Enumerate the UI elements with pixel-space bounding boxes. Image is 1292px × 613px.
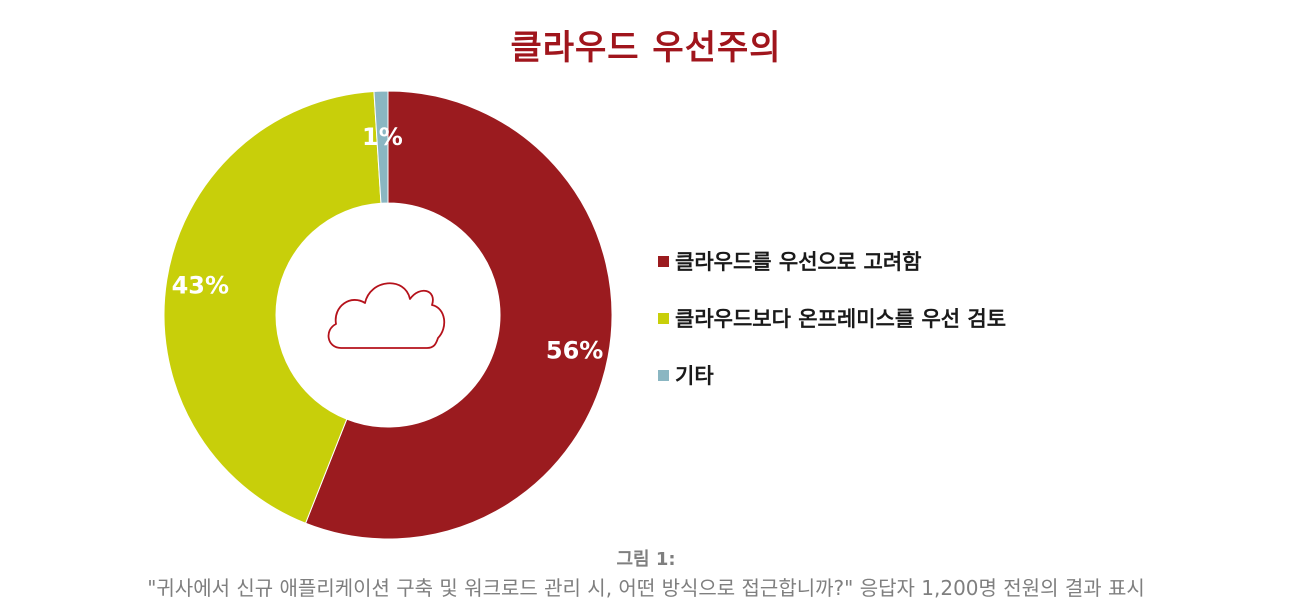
slice-label-other: 1%: [362, 123, 403, 151]
legend-item-cloud-first: 클라우드를 우선으로 고려함: [658, 244, 1006, 278]
legend-label: 클라우드보다 온프레미스를 우선 검토: [675, 307, 1007, 331]
legend-swatch: [658, 312, 669, 324]
chart-title: 클라우드 우선주의: [510, 28, 782, 68]
slice-cloud-first: [304, 90, 613, 540]
slice-other: [373, 90, 389, 204]
legend-item-other: 기타: [658, 358, 1006, 392]
donut-slices: [163, 90, 613, 540]
cloud-icon: [327, 282, 446, 349]
donut-value-labels: 56% 43% 1%: [172, 123, 604, 365]
legend-swatch: [658, 369, 669, 381]
slice-label-on-premise-first: 43%: [172, 271, 229, 299]
slice-on-premise-first: [163, 90, 382, 524]
legend-swatch: [658, 255, 669, 267]
legend-label: 기타: [675, 364, 714, 388]
chart-legend: 클라우드를 우선으로 고려함 클라우드보다 온프레미스를 우선 검토 기타: [658, 244, 1006, 415]
legend-item-on-premise-first: 클라우드보다 온프레미스를 우선 검토: [658, 301, 1006, 335]
figure-caption-title: 그림 1:: [616, 549, 676, 570]
slice-label-cloud-first: 56%: [546, 337, 603, 365]
legend-label: 클라우드를 우선으로 고려함: [675, 250, 922, 274]
figure-caption-text: "귀사에서 신규 애플리케이션 구축 및 워크로드 관리 시, 어떤 방식으로 …: [147, 576, 1145, 600]
